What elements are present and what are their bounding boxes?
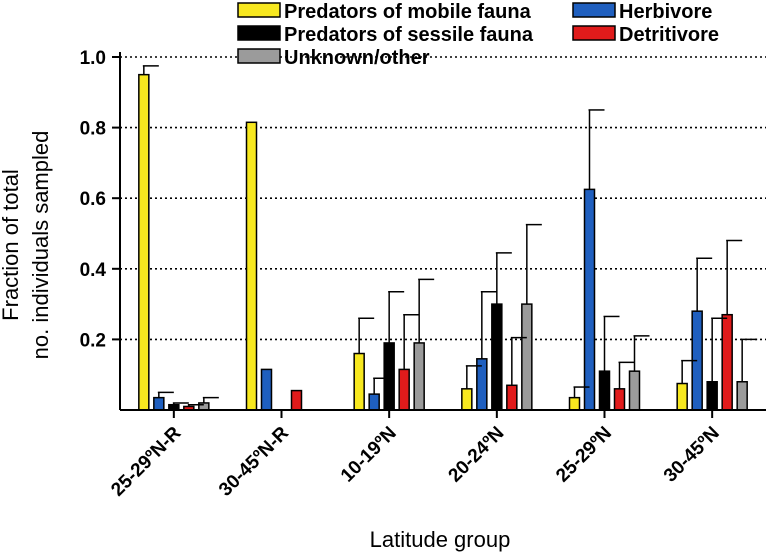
x-tick-label: 25-29ºN-R xyxy=(107,422,185,500)
bar xyxy=(260,368,273,411)
bar xyxy=(383,342,395,411)
legend-label-predators-mobile: Predators of mobile fauna xyxy=(284,1,532,23)
y-ticks: 0.2 0.4 0.6 0.8 1.0 xyxy=(80,48,120,351)
bar xyxy=(706,381,718,411)
bar xyxy=(628,370,641,411)
legend-label-detritivore: Detritivore xyxy=(619,24,719,46)
bar xyxy=(676,382,688,411)
legend-label-unknown: Unknown/other xyxy=(284,47,430,69)
bars xyxy=(138,73,748,411)
legend-swatch-detritivore xyxy=(572,25,616,41)
x-tick-label: 20-24ºN xyxy=(445,423,509,487)
bar xyxy=(583,188,596,411)
bar xyxy=(736,381,748,411)
x-tick-label: 25-29ºN xyxy=(552,423,616,487)
x-tick-label: 10-19ºN xyxy=(337,423,401,487)
legend-swatch-predators-mobile xyxy=(237,2,281,18)
bar xyxy=(721,313,733,411)
bar xyxy=(138,73,150,411)
y-axis-title-line-2: no. individuals sampled xyxy=(28,131,53,360)
bar xyxy=(398,368,410,411)
legend-swatch-unknown xyxy=(237,48,281,64)
x-tick-label: 30-45ºN-R xyxy=(215,422,293,500)
y-tick-label: 0.6 xyxy=(80,189,106,210)
legend-label-herbivore: Herbivore xyxy=(619,1,712,23)
gridlines xyxy=(120,56,766,341)
bar xyxy=(521,303,533,411)
legend-label-predators-sessile: Predators of sessile fauna xyxy=(284,24,534,46)
y-tick-label: 1.0 xyxy=(80,48,106,69)
y-tick-label: 0.2 xyxy=(80,330,106,351)
x-tick-label: 30-45ºN xyxy=(660,423,724,487)
legend: Predators of mobile fauna Predators of s… xyxy=(237,1,719,69)
bar xyxy=(506,384,518,411)
bar xyxy=(368,393,380,411)
x-ticks: 25-29ºN-R 30-45ºN-R 10-19ºN 20-24ºN 25-29ºN 3… xyxy=(107,410,724,501)
bar xyxy=(613,388,626,411)
bar xyxy=(245,121,258,411)
bar xyxy=(353,352,365,411)
bar xyxy=(598,370,611,411)
x-axis-title: Latitude group xyxy=(370,527,511,552)
y-axis-title: Fraction of total no. individuals sample… xyxy=(0,131,53,360)
error-bars xyxy=(142,65,758,407)
legend-swatch-herbivore xyxy=(572,2,616,18)
bar xyxy=(568,396,581,411)
bar xyxy=(413,342,425,411)
bar xyxy=(290,389,303,411)
y-tick-label: 0.4 xyxy=(80,260,107,281)
y-tick-label: 0.8 xyxy=(80,119,106,140)
bar xyxy=(153,396,165,411)
bar xyxy=(491,303,503,411)
y-axis-title-line-1: Fraction of total xyxy=(0,169,23,321)
legend-swatch-predators-sessile xyxy=(237,25,281,41)
bar xyxy=(461,388,473,411)
